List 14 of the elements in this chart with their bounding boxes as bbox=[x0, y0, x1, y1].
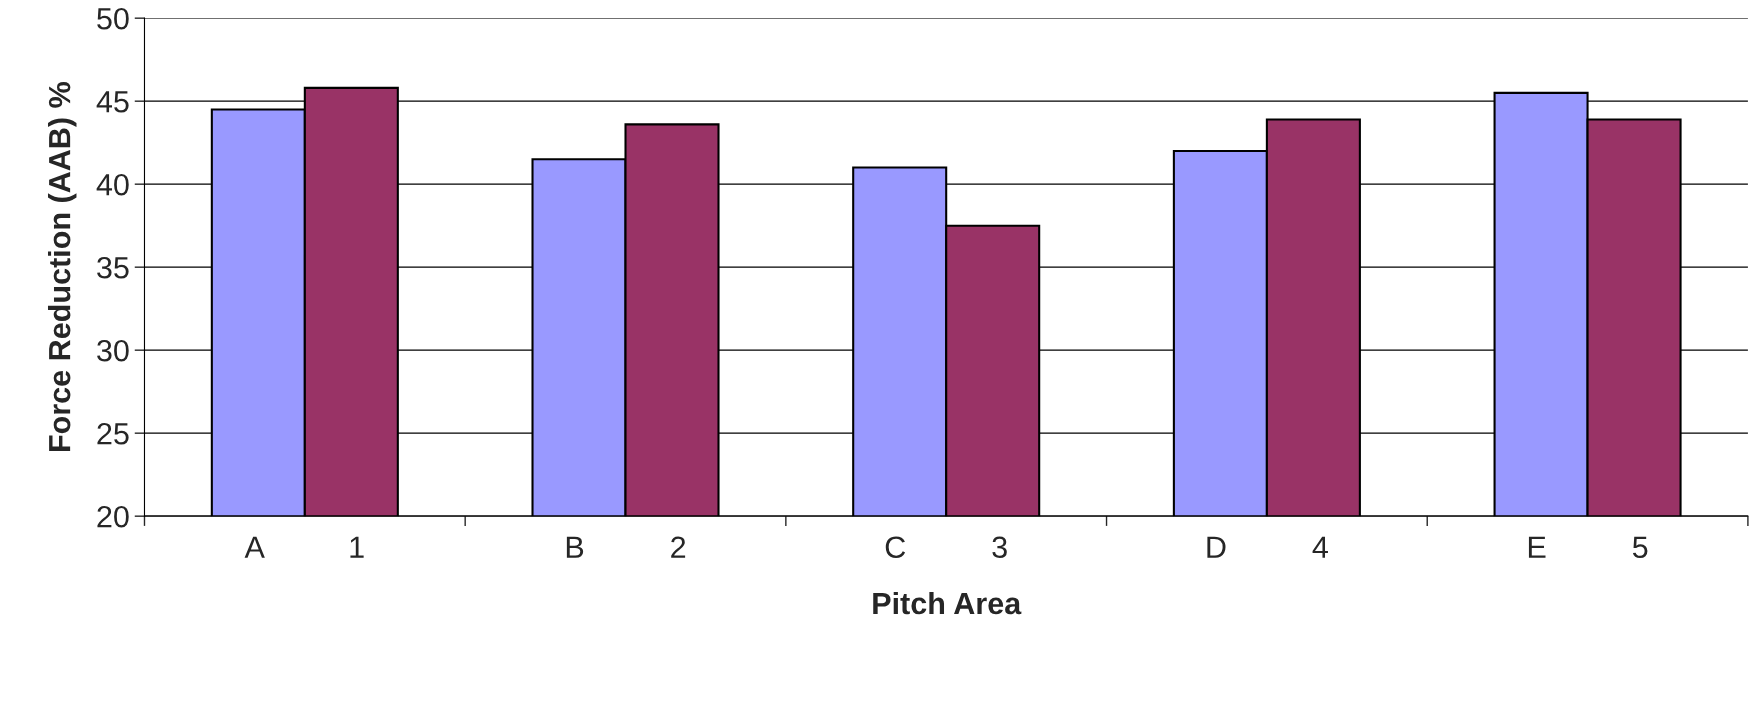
y-tick-label: 50 bbox=[97, 7, 129, 30]
x-tick-label: A 1 bbox=[244, 536, 364, 558]
y-tick-label: 30 bbox=[97, 339, 129, 362]
x-tick-label: C 3 bbox=[885, 536, 1007, 559]
y-tick-label: 40 bbox=[96, 173, 129, 196]
y-tick-label: 35 bbox=[97, 256, 129, 279]
y-tick-label: 25 bbox=[97, 422, 129, 445]
x-tick-label: D 4 bbox=[1207, 536, 1328, 558]
y-tick-label: 45 bbox=[96, 91, 129, 113]
x-tick-label: B 2 bbox=[566, 536, 686, 558]
y-axis-title: Force Reduction (AAB) % bbox=[47, 82, 77, 451]
x-tick-label: E 5 bbox=[1528, 536, 1648, 559]
x-axis-title: Pitch Area bbox=[873, 591, 1022, 615]
y-tick-label: 20 bbox=[97, 505, 129, 528]
